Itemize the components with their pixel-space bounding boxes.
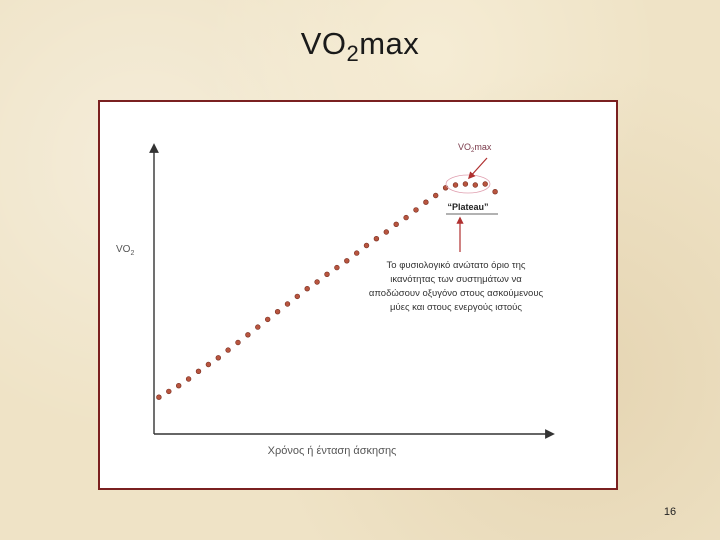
data-point [205,361,212,368]
data-point [175,383,182,389]
data-point [403,214,409,221]
data-point [472,182,478,188]
data-point [166,388,172,395]
data-point [235,339,241,346]
y-axis-label: VO2 [116,244,134,257]
figure-frame: VO2 Χρόνος ή ένταση άσκησης VO2max “Plat… [98,100,618,490]
data-point [344,258,350,264]
data-points [156,181,498,400]
description-line-4: μύες και στους ενεργούς ιστούς [390,302,522,313]
x-axis-label: Χρόνος ή ένταση άσκησης [268,445,397,457]
data-point [363,242,370,249]
data-point [304,286,310,292]
data-point [324,271,330,278]
data-point [265,316,271,323]
data-point [245,332,251,338]
slide-title: VO2max [0,26,720,67]
data-point [393,221,399,228]
data-point [462,181,469,187]
description-line-1: Το φυσιολογικό ανώτατο όριο της [387,260,526,271]
data-point [215,355,222,361]
data-point [156,394,162,400]
data-point [423,199,429,205]
data-point [195,368,202,374]
plateau-ellipse [445,174,491,194]
title-subscript: 2 [346,41,360,66]
data-point [442,185,449,191]
data-point [185,376,192,382]
peak-label: VO2max [458,142,492,154]
data-point [413,207,419,213]
data-point [354,250,360,256]
title-tail: max [359,26,420,61]
data-point [482,181,488,187]
data-point [452,182,459,188]
data-point [492,188,498,195]
peak-arrow [468,157,488,180]
description-line-3: αποδώσουν οξυγόνο στους ασκούμενους [369,288,544,299]
plateau-label: “Plateau” [447,202,488,212]
data-point [383,229,389,235]
data-point [294,293,301,300]
data-point [255,324,261,330]
description-line-2: ικανότητας των συστημάτων να [390,274,522,285]
data-point [373,236,380,242]
data-point [284,301,291,307]
data-point [433,192,439,199]
data-point [225,347,231,353]
page-number: 16 [663,506,677,518]
data-point [314,279,320,285]
data-point [274,309,281,315]
data-point [334,264,340,271]
title-main: VO [300,26,347,61]
vo2max-chart: VO2 Χρόνος ή ένταση άσκησης VO2max “Plat… [116,142,555,457]
